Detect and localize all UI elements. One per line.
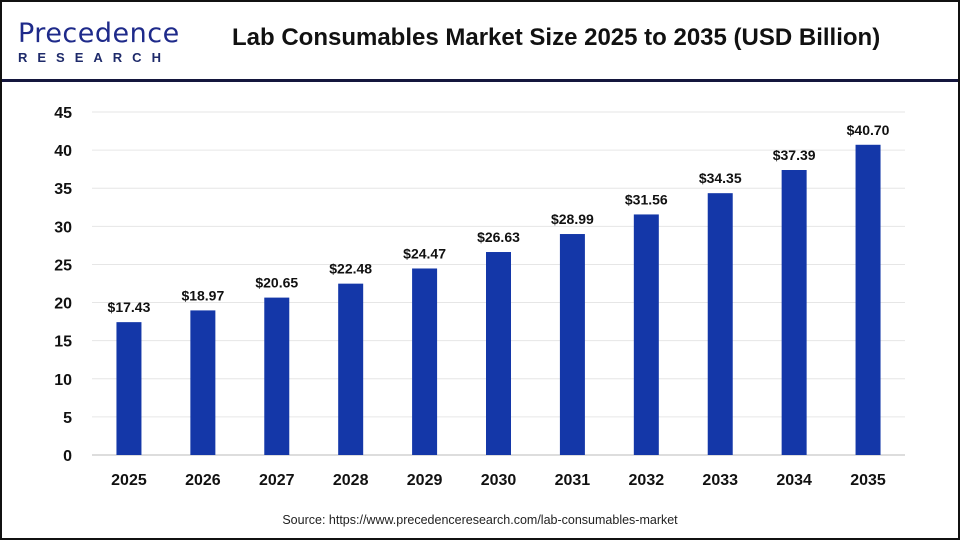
x-tick-label: 2025 bbox=[111, 472, 147, 489]
x-tick-label: 2032 bbox=[629, 472, 665, 489]
bar-2025 bbox=[116, 322, 142, 455]
data-label: $20.65 bbox=[255, 275, 298, 291]
source-note: Source: https://www.precedenceresearch.c… bbox=[282, 513, 678, 527]
x-tick-label: 2026 bbox=[185, 472, 221, 489]
y-tick-label: 30 bbox=[54, 219, 72, 236]
x-tick-label: 2033 bbox=[702, 472, 738, 489]
y-tick-label: 40 bbox=[54, 143, 72, 160]
bar-2026 bbox=[190, 310, 216, 455]
y-tick-label: 10 bbox=[54, 372, 72, 389]
y-tick-label: 35 bbox=[54, 181, 72, 198]
x-tick-label: 2035 bbox=[850, 472, 886, 489]
y-tick-label: 20 bbox=[54, 296, 72, 313]
y-tick-label: 5 bbox=[63, 410, 72, 427]
bar-2029 bbox=[412, 268, 438, 455]
y-tick-label: 25 bbox=[54, 257, 72, 274]
data-label: $18.97 bbox=[181, 287, 224, 303]
bar-2030 bbox=[486, 252, 511, 455]
x-tick-label: 2027 bbox=[259, 472, 295, 489]
y-tick-label: 0 bbox=[63, 448, 72, 465]
x-tick-label: 2029 bbox=[407, 472, 443, 489]
data-label: $17.43 bbox=[108, 299, 151, 315]
chart-title: Lab Consumables Market Size 2025 to 2035… bbox=[232, 24, 881, 51]
bar-2031 bbox=[559, 234, 585, 455]
data-label: $28.99 bbox=[551, 211, 594, 227]
data-label: $34.35 bbox=[699, 170, 742, 186]
x-tick-label: 2028 bbox=[333, 472, 369, 489]
data-label: $31.56 bbox=[625, 191, 668, 207]
data-label: $40.70 bbox=[847, 122, 890, 138]
bar-2028 bbox=[338, 283, 364, 455]
header-divider bbox=[2, 79, 958, 82]
data-label: $24.47 bbox=[403, 245, 446, 261]
bar-2032 bbox=[633, 214, 659, 455]
bar-2027 bbox=[264, 297, 290, 455]
x-tick-label: 2031 bbox=[555, 472, 591, 489]
bar-2034 bbox=[781, 170, 807, 455]
data-label: $37.39 bbox=[773, 147, 816, 163]
y-tick-label: 45 bbox=[54, 105, 72, 122]
logo-wordmark: Precedence bbox=[18, 18, 180, 49]
x-tick-label: 2030 bbox=[481, 472, 517, 489]
data-label: $22.48 bbox=[329, 261, 372, 277]
data-label: $26.63 bbox=[477, 229, 520, 245]
bar-2033 bbox=[707, 193, 733, 455]
bar-2035 bbox=[855, 144, 881, 455]
precedence-research-logo: Precedence RESEARCH bbox=[18, 18, 180, 66]
x-tick-label: 2034 bbox=[776, 472, 812, 489]
y-tick-label: 15 bbox=[54, 334, 72, 351]
logo-subtitle: RESEARCH bbox=[18, 50, 171, 65]
